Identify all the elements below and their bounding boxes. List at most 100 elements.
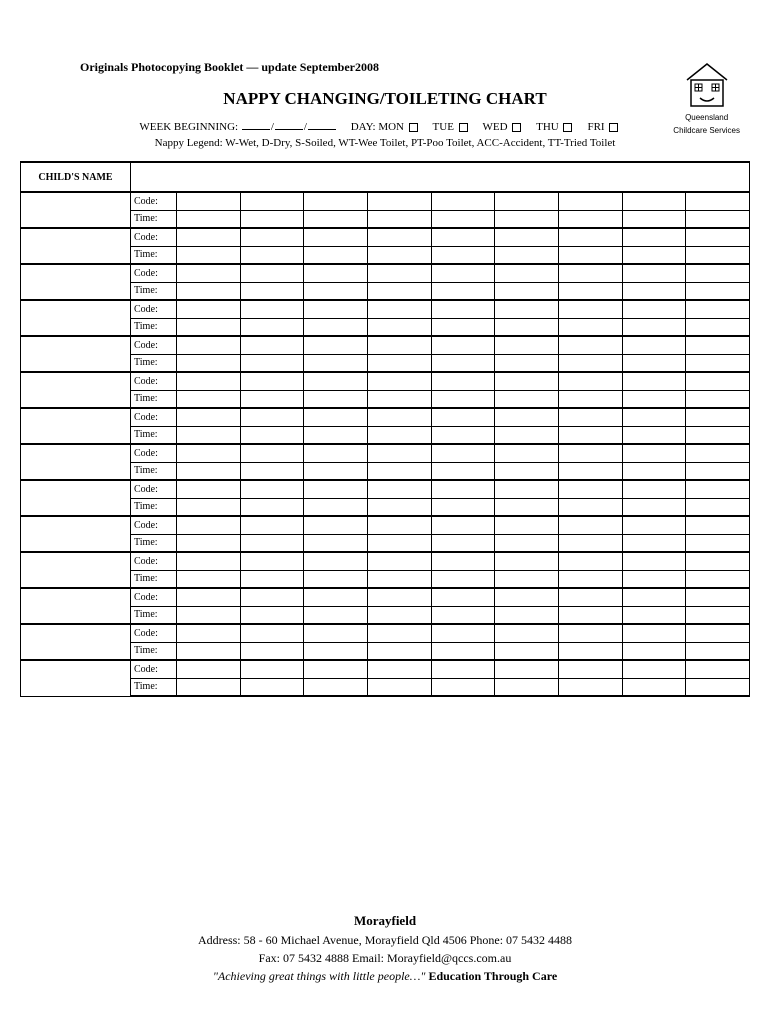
- data-cell[interactable]: [558, 606, 622, 624]
- data-cell[interactable]: [240, 624, 304, 642]
- data-cell[interactable]: [367, 246, 431, 264]
- data-cell[interactable]: [177, 318, 241, 336]
- data-cell[interactable]: [304, 390, 368, 408]
- data-cell[interactable]: [622, 282, 686, 300]
- data-cell[interactable]: [240, 210, 304, 228]
- data-cell[interactable]: [240, 354, 304, 372]
- data-cell[interactable]: [622, 228, 686, 246]
- data-cell[interactable]: [622, 300, 686, 318]
- data-cell[interactable]: [177, 678, 241, 696]
- data-cell[interactable]: [558, 282, 622, 300]
- data-cell[interactable]: [622, 462, 686, 480]
- data-cell[interactable]: [495, 408, 559, 426]
- data-cell[interactable]: [558, 498, 622, 516]
- data-cell[interactable]: [495, 282, 559, 300]
- child-name-cell[interactable]: [21, 480, 131, 516]
- data-cell[interactable]: [686, 444, 750, 462]
- data-cell[interactable]: [367, 678, 431, 696]
- data-cell[interactable]: [622, 336, 686, 354]
- data-cell[interactable]: [622, 552, 686, 570]
- data-cell[interactable]: [177, 498, 241, 516]
- data-cell[interactable]: [622, 660, 686, 678]
- data-cell[interactable]: [240, 480, 304, 498]
- data-cell[interactable]: [686, 606, 750, 624]
- data-cell[interactable]: [431, 498, 495, 516]
- data-cell[interactable]: [304, 264, 368, 282]
- data-cell[interactable]: [431, 588, 495, 606]
- data-cell[interactable]: [495, 426, 559, 444]
- data-cell[interactable]: [240, 678, 304, 696]
- data-cell[interactable]: [622, 480, 686, 498]
- data-cell[interactable]: [495, 372, 559, 390]
- data-cell[interactable]: [622, 588, 686, 606]
- data-cell[interactable]: [558, 552, 622, 570]
- data-cell[interactable]: [686, 336, 750, 354]
- data-cell[interactable]: [367, 408, 431, 426]
- data-cell[interactable]: [686, 516, 750, 534]
- data-cell[interactable]: [304, 246, 368, 264]
- data-cell[interactable]: [240, 228, 304, 246]
- data-cell[interactable]: [304, 282, 368, 300]
- data-cell[interactable]: [367, 588, 431, 606]
- data-cell[interactable]: [240, 444, 304, 462]
- data-cell[interactable]: [240, 570, 304, 588]
- data-cell[interactable]: [431, 318, 495, 336]
- data-cell[interactable]: [304, 228, 368, 246]
- data-cell[interactable]: [367, 606, 431, 624]
- data-cell[interactable]: [622, 372, 686, 390]
- child-name-cell[interactable]: [21, 408, 131, 444]
- data-cell[interactable]: [240, 534, 304, 552]
- data-cell[interactable]: [367, 372, 431, 390]
- child-name-cell[interactable]: [21, 372, 131, 408]
- data-cell[interactable]: [495, 300, 559, 318]
- data-cell[interactable]: [304, 426, 368, 444]
- data-cell[interactable]: [367, 210, 431, 228]
- data-cell[interactable]: [177, 480, 241, 498]
- child-name-cell[interactable]: [21, 336, 131, 372]
- data-cell[interactable]: [495, 642, 559, 660]
- data-cell[interactable]: [431, 516, 495, 534]
- data-cell[interactable]: [686, 552, 750, 570]
- data-cell[interactable]: [558, 318, 622, 336]
- data-cell[interactable]: [177, 354, 241, 372]
- data-cell[interactable]: [495, 534, 559, 552]
- data-cell[interactable]: [495, 354, 559, 372]
- data-cell[interactable]: [240, 300, 304, 318]
- child-name-cell[interactable]: [21, 300, 131, 336]
- data-cell[interactable]: [177, 372, 241, 390]
- data-cell[interactable]: [686, 390, 750, 408]
- data-cell[interactable]: [240, 192, 304, 210]
- data-cell[interactable]: [686, 534, 750, 552]
- data-cell[interactable]: [558, 534, 622, 552]
- day-checkbox[interactable]: [563, 123, 572, 132]
- data-cell[interactable]: [431, 624, 495, 642]
- data-cell[interactable]: [431, 552, 495, 570]
- data-cell[interactable]: [686, 642, 750, 660]
- data-cell[interactable]: [304, 192, 368, 210]
- data-cell[interactable]: [240, 462, 304, 480]
- data-cell[interactable]: [686, 372, 750, 390]
- data-cell[interactable]: [367, 462, 431, 480]
- data-cell[interactable]: [304, 318, 368, 336]
- data-cell[interactable]: [304, 372, 368, 390]
- data-cell[interactable]: [495, 318, 559, 336]
- data-cell[interactable]: [686, 282, 750, 300]
- data-cell[interactable]: [304, 516, 368, 534]
- data-cell[interactable]: [431, 192, 495, 210]
- data-cell[interactable]: [367, 552, 431, 570]
- data-cell[interactable]: [431, 426, 495, 444]
- data-cell[interactable]: [240, 336, 304, 354]
- child-name-cell[interactable]: [21, 264, 131, 300]
- data-cell[interactable]: [177, 624, 241, 642]
- data-cell[interactable]: [558, 372, 622, 390]
- data-cell[interactable]: [622, 624, 686, 642]
- data-cell[interactable]: [622, 426, 686, 444]
- child-name-cell[interactable]: [21, 516, 131, 552]
- data-cell[interactable]: [686, 210, 750, 228]
- data-cell[interactable]: [367, 228, 431, 246]
- data-cell[interactable]: [558, 228, 622, 246]
- data-cell[interactable]: [367, 264, 431, 282]
- data-cell[interactable]: [177, 246, 241, 264]
- data-cell[interactable]: [686, 354, 750, 372]
- data-cell[interactable]: [367, 300, 431, 318]
